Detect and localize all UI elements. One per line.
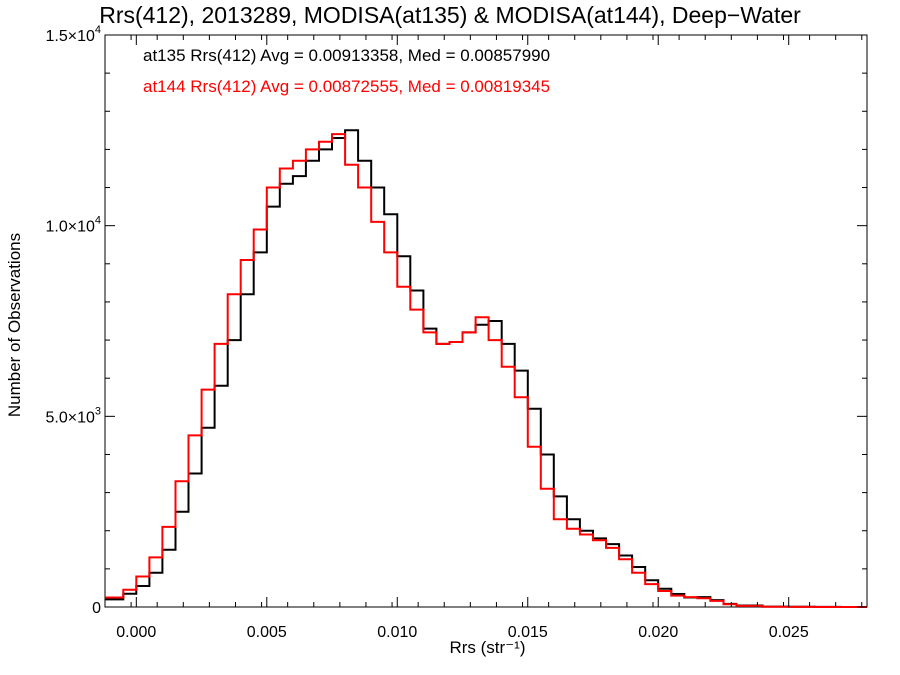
plot-frame [104, 34, 868, 608]
series-line-0 [105, 129, 867, 608]
x-axis-label: Rrs (str⁻¹) [449, 638, 526, 657]
y-tick-label: 1.0×104 [45, 215, 101, 236]
y-tick-label: 0 [92, 600, 101, 617]
stat-line-at135: at135 Rrs(412) Avg = 0.00913358, Med = 0… [143, 46, 551, 65]
stat-line-at144: at144 Rrs(412) Avg = 0.00872555, Med = 0… [143, 77, 551, 96]
y-tick-label: 1.5×104 [45, 24, 101, 45]
x-tick-label: 0.005 [247, 624, 287, 641]
series-line-1 [105, 133, 867, 608]
x-tick-label: 0.020 [638, 624, 678, 641]
x-tick-label: 0.000 [116, 624, 156, 641]
y-axis-label: Number of Observations [5, 232, 24, 418]
series-layer [105, 129, 867, 608]
x-axis-ticks: 0.000 0.005 0.010 0.015 0.020 0.025 [104, 35, 863, 641]
x-tick-label: 0.025 [769, 624, 809, 641]
y-tick-label: 5.0×103 [45, 405, 101, 426]
y-axis-ticks: 0 5.0×103 1.0×104 1.5×104 [45, 24, 867, 617]
x-tick-label: 0.015 [508, 624, 548, 641]
x-tick-label: 0.010 [377, 624, 417, 641]
chart-title: Rrs(412), 2013289, MODISA(at135) & MODIS… [99, 2, 801, 28]
